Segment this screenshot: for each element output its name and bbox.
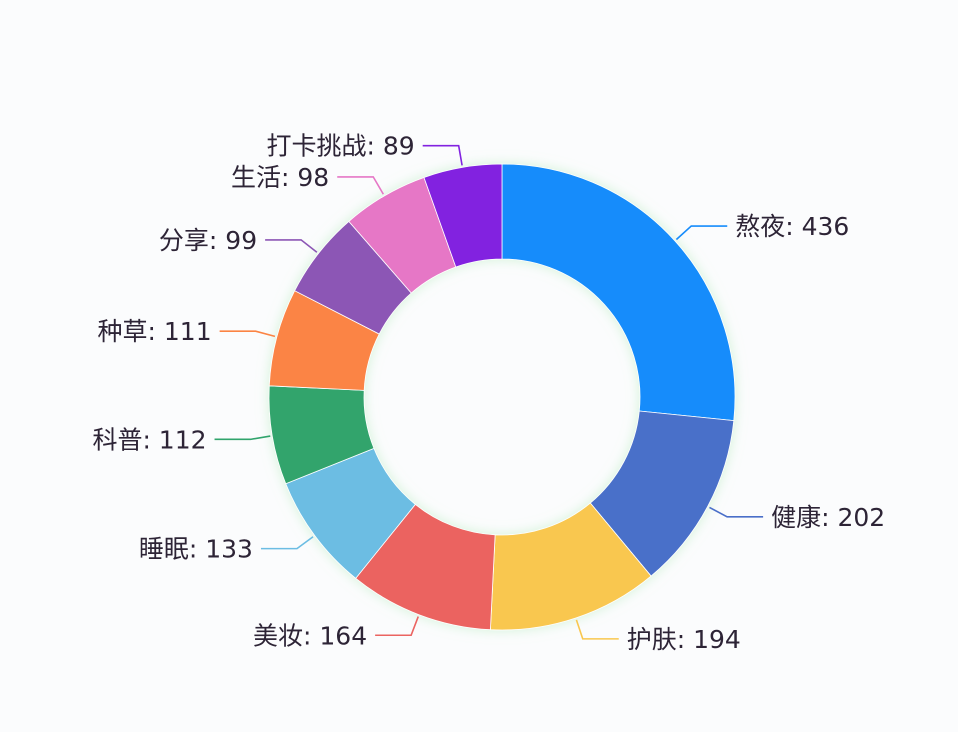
slice-label-8: 生活: 98	[231, 163, 329, 192]
leader-line-9	[422, 144, 463, 166]
slice-label-6: 种草: 111	[98, 317, 212, 346]
slice-label-9: 打卡挑战: 89	[266, 132, 414, 161]
slice-0[interactable]	[501, 163, 736, 422]
leader-line-4	[260, 536, 314, 550]
leader-line-2	[575, 619, 619, 640]
leader-line-7	[265, 239, 318, 253]
slice-label-0: 熬夜: 436	[735, 212, 849, 241]
leader-line-6	[219, 330, 276, 338]
leader-line-5	[214, 435, 271, 441]
slice-label-1: 健康: 202	[771, 503, 885, 532]
donut-slices	[268, 163, 736, 631]
slice-label-2: 护肤: 194	[627, 625, 741, 654]
slice-label-7: 分享: 99	[159, 226, 257, 255]
leader-line-8	[337, 176, 385, 195]
slice-label-5: 科普: 112	[92, 425, 206, 454]
slice-labels: 熬夜: 436 健康: 202 护肤: 194 美妆: 164 睡眠: 133 科普: 1…	[92, 132, 885, 654]
slice-label-4: 睡眠: 133	[139, 535, 253, 564]
leader-line-0	[675, 225, 728, 241]
leader-line-1	[709, 506, 764, 518]
slice-9[interactable]	[423, 163, 503, 268]
slice-label-3: 美妆: 164	[253, 621, 367, 650]
label-leader-lines	[214, 144, 764, 640]
leader-line-3	[375, 616, 419, 637]
